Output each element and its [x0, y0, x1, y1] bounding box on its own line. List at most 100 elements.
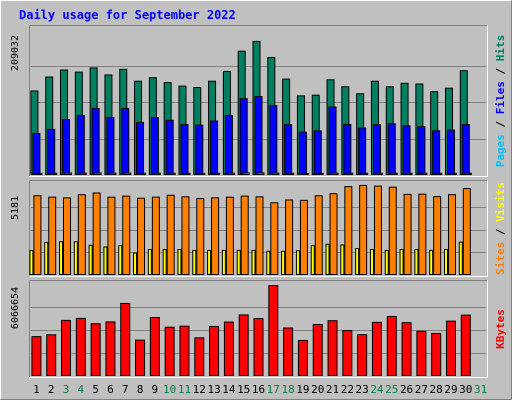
bar-pages-day-23 — [360, 172, 369, 175]
x-tick-label: 6 — [107, 383, 114, 396]
legend-kbytes: KBytes — [494, 309, 507, 349]
bar-pages-day-8 — [138, 172, 147, 176]
bar-kbytes-day-12 — [194, 337, 205, 376]
x-tick-label: 29 — [444, 383, 457, 396]
bar-kbytes-day-29 — [445, 320, 456, 376]
x-tick-label: 11 — [178, 383, 191, 396]
panel-visits: 5181 Sites / Visits — [10, 180, 507, 277]
bar-kbytes-day-23 — [357, 334, 368, 376]
x-tick-label: 27 — [415, 383, 428, 396]
x-tick-label: 7 — [122, 383, 129, 396]
bar-kbytes-day-5 — [90, 323, 101, 376]
bar-sites-day-6 — [103, 246, 108, 276]
bar-files-day-2 — [47, 128, 56, 175]
x-tick-label: 28 — [430, 383, 443, 396]
bar-files-day-20 — [313, 130, 322, 175]
bar-files-day-3 — [62, 119, 71, 176]
x-tick-label: 9 — [152, 383, 159, 396]
x-tick-label: 3 — [63, 383, 70, 396]
series-files — [32, 96, 470, 176]
bar-pages-day-10 — [167, 172, 176, 175]
bar-sites-day-30 — [458, 241, 463, 276]
bar-kbytes-day-28 — [431, 332, 442, 377]
bar-pages-day-16 — [256, 172, 265, 175]
bar-visits-day-19 — [299, 199, 308, 275]
bar-visits-day-8 — [137, 197, 146, 275]
bar-files-day-27 — [417, 126, 426, 175]
bar-pages-day-12 — [197, 172, 206, 175]
bar-visits-day-21 — [329, 193, 338, 275]
bar-visits-day-12 — [196, 198, 205, 275]
bar-kbytes-day-15 — [238, 314, 249, 376]
bar-visits-day-24 — [373, 185, 382, 275]
bar-files-day-19 — [298, 131, 307, 176]
bar-kbytes-day-13 — [209, 325, 220, 376]
legend-entry: / — [494, 114, 507, 134]
bar-pages-day-27 — [419, 172, 428, 176]
series-kbytes — [31, 285, 471, 377]
series-sites — [29, 241, 463, 276]
bar-kbytes-day-2 — [46, 334, 57, 377]
bar-sites-day-15 — [236, 249, 241, 275]
bar-sites-day-5 — [88, 244, 93, 275]
x-tick-label: 23 — [356, 383, 369, 396]
bar-kbytes-day-30 — [460, 314, 471, 376]
x-tick-label: 24 — [370, 383, 384, 396]
bar-files-day-4 — [76, 114, 85, 175]
series-pages — [34, 172, 472, 176]
bar-visits-day-15 — [240, 195, 249, 275]
x-tick-label: 8 — [137, 383, 144, 396]
bar-sites-day-14 — [221, 249, 226, 275]
bar-visits-day-7 — [122, 195, 131, 275]
chart-panels: 209032 Pages / Files / Hits 5181 Sites / Vi… — [10, 25, 507, 378]
x-tick-label: 16 — [252, 383, 265, 396]
bar-sites-day-18 — [281, 250, 286, 275]
bar-kbytes-day-17 — [268, 285, 279, 376]
bar-sites-day-7 — [118, 245, 123, 275]
bar-kbytes-day-16 — [253, 318, 264, 377]
bar-pages-day-19 — [300, 172, 309, 176]
bar-visits-day-14 — [225, 196, 234, 275]
bar-kbytes-day-19 — [297, 339, 308, 377]
bar-files-day-26 — [402, 125, 411, 175]
bar-pages-day-26 — [404, 172, 413, 176]
bar-sites-day-13 — [207, 249, 212, 275]
bar-kbytes-day-21 — [327, 320, 338, 377]
bar-pages-day-28 — [434, 172, 443, 175]
bar-visits-day-30 — [462, 188, 471, 275]
legend-entry: Pages — [494, 134, 507, 167]
bar-files-day-21 — [328, 106, 337, 175]
bar-visits-day-27 — [418, 193, 427, 275]
bar-sites-day-8 — [133, 252, 138, 275]
bar-sites-day-2 — [44, 241, 49, 276]
bar-kbytes-day-27 — [416, 330, 427, 376]
bar-kbytes-day-6 — [105, 321, 116, 377]
bar-files-day-11 — [180, 124, 189, 175]
bar-kbytes-day-25 — [386, 315, 397, 376]
bar-sites-day-27 — [414, 249, 419, 276]
x-tick-label: 12 — [193, 383, 206, 396]
bar-sites-day-17 — [266, 250, 271, 275]
bar-sites-day-25 — [384, 249, 389, 275]
y-max-label: 209032 — [10, 35, 21, 71]
x-tick-label: 26 — [400, 383, 413, 396]
bar-files-day-15 — [239, 98, 248, 175]
legend-hits: Pages / Files / Hits — [494, 35, 507, 168]
bar-pages-day-15 — [241, 172, 250, 176]
bar-pages-day-13 — [212, 172, 221, 176]
bar-files-day-5 — [91, 107, 100, 175]
bar-kbytes-day-9 — [149, 317, 160, 376]
bar-visits-day-25 — [388, 186, 397, 275]
bar-pages-day-14 — [226, 172, 235, 176]
bar-sites-day-4 — [73, 241, 78, 275]
bar-pages-day-4 — [78, 172, 87, 175]
bar-kbytes-day-4 — [75, 317, 86, 376]
bar-files-day-9 — [150, 117, 159, 175]
panel-hits: 209032 Pages / Files / Hits — [10, 25, 507, 177]
bar-pages-day-1 — [34, 172, 43, 176]
x-tick-label: 22 — [341, 383, 354, 396]
bar-sites-day-29 — [443, 249, 448, 276]
bar-pages-day-2 — [49, 172, 58, 176]
x-tick-label: 31 — [474, 383, 487, 396]
